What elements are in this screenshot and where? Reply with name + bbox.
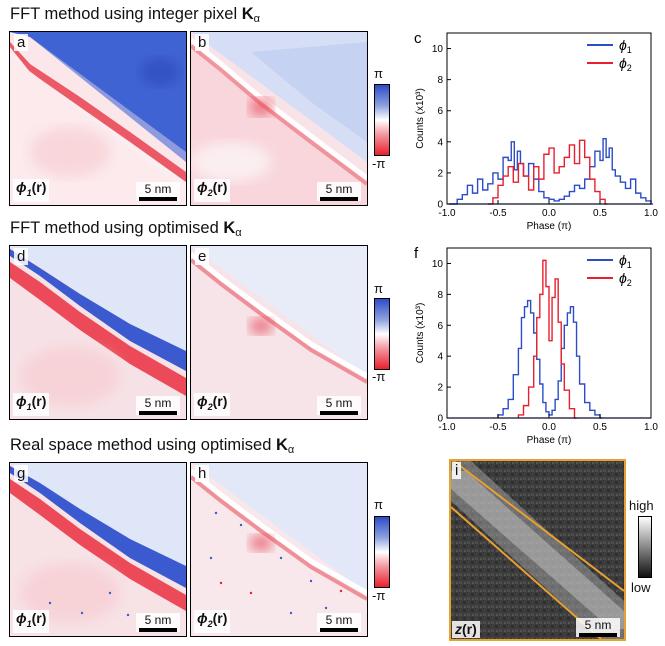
phase-map-d (10, 246, 186, 419)
map-label-z: z(r) (452, 621, 480, 638)
legend-label: ϕ2 (619, 270, 632, 288)
panel-label: g (14, 465, 29, 482)
panel-label: a (14, 34, 29, 51)
map-label-phi1: ϕ1(r) (13, 393, 50, 416)
x-tick-label: 1.0 (644, 422, 658, 433)
y-axis-label: Counts (x10³) (415, 303, 426, 364)
x-axis-label: Phase (π) (527, 435, 572, 446)
panel-label: f (414, 245, 419, 262)
heading-fft-integer: FFT method using integer pixel Kα (10, 5, 261, 25)
panel-b: b ϕ2(r) 5 nm (190, 31, 368, 206)
colorbar-minus-pi-label: -π (372, 156, 386, 171)
panel-d: d ϕ1(r) 5 nm (9, 245, 187, 420)
panel-a: a ϕ1(r) 5 nm (9, 31, 187, 206)
y-tick-label: 2 (437, 168, 443, 179)
panel-label: b (195, 34, 210, 51)
series-1-line (449, 138, 654, 205)
topography-map-i (451, 461, 624, 639)
x-tick-label: -1.0 (438, 208, 456, 219)
series-2-line (517, 259, 577, 419)
panel-label: i (452, 462, 462, 479)
panel-label: d (14, 248, 29, 265)
y-tick-label: 4 (437, 352, 443, 363)
y-tick-label: 0 (437, 414, 443, 425)
panel-g: g ϕ1(r) 5 nm (9, 462, 187, 637)
colorbar-high-label: high (629, 498, 654, 513)
y-axis-label: Counts (x10³) (415, 88, 426, 149)
y-tick-label: 2 (437, 383, 443, 394)
x-tick-label: -0.5 (489, 208, 507, 219)
y-tick-label: 10 (432, 44, 444, 55)
map-label-phi2: ϕ2(r) (194, 610, 231, 633)
map-label-phi2: ϕ2(r) (194, 393, 231, 416)
histogram-chart-f: -1.0 -0.5 0.0 0.5 1.0 0 2 4 6 8 10 Phase (π) Counts … (414, 245, 658, 446)
panel-e: e ϕ2(r) 5 nm (190, 245, 368, 420)
panel-h: h ϕ2(r) 5 nm (190, 462, 368, 637)
colorbar-minus-pi-label: -π (372, 588, 386, 603)
phase-map-h (191, 463, 367, 636)
scale-bar: 5 nm (317, 182, 361, 201)
panel-label: h (195, 465, 210, 482)
scale-bar: 5 nm (317, 396, 361, 415)
heading-real-space: Real space method using optimised Kα (10, 436, 295, 456)
phase-colorbar-top (374, 84, 390, 156)
scale-bar: 5 nm (136, 182, 180, 201)
legend-label: ϕ1 (619, 37, 632, 55)
colorbar-low-label: low (631, 580, 651, 595)
y-tick-label: 6 (437, 321, 443, 332)
y-tick-label: 0 (437, 200, 443, 211)
histogram-chart-c: -1.0 -0.5 0.0 0.5 1.0 0 2 4 6 8 10 Phase (π) Counts … (414, 30, 658, 232)
phase-map-e (191, 246, 367, 419)
x-axis-label: Phase (π) (527, 221, 572, 232)
y-tick-label: 8 (437, 290, 443, 301)
colorbar-minus-pi-label: -π (372, 369, 386, 384)
scale-bar: 5 nm (576, 618, 620, 637)
colorbar-pi-label: π (374, 497, 383, 512)
phase-map-a (10, 32, 186, 205)
scale-bar: 5 nm (317, 613, 361, 632)
x-tick-label: -0.5 (489, 422, 507, 433)
heading-fft-optimised: FFT method using optimised Kα (10, 219, 242, 239)
map-label-phi2: ϕ2(r) (194, 179, 231, 202)
y-tick-label: 4 (437, 137, 443, 148)
legend-label: ϕ2 (619, 55, 632, 73)
legend-label: ϕ1 (619, 252, 632, 270)
x-tick-label: 0.5 (593, 208, 607, 219)
panel-label: e (195, 248, 210, 265)
x-tick-label: -1.0 (438, 422, 456, 433)
map-label-phi1: ϕ1(r) (13, 610, 50, 633)
colorbar-pi-label: π (374, 66, 383, 81)
phase-map-g (10, 463, 186, 636)
y-tick-label: 6 (437, 106, 443, 117)
scale-bar: 5 nm (136, 613, 180, 632)
series-1-line (497, 299, 603, 419)
height-colorbar (638, 516, 652, 578)
phase-map-b (191, 32, 367, 205)
x-tick-label: 0.5 (593, 422, 607, 433)
map-label-phi1: ϕ1(r) (13, 179, 50, 202)
x-tick-label: 0.0 (542, 208, 556, 219)
scale-bar: 5 nm (136, 396, 180, 415)
series-2-line (487, 139, 608, 205)
phase-colorbar-bottom (374, 516, 390, 588)
x-tick-label: 1.0 (644, 208, 658, 219)
y-tick-label: 10 (432, 259, 444, 270)
panel-label: c (414, 30, 422, 47)
colorbar-pi-label: π (374, 281, 383, 296)
y-tick-label: 8 (437, 75, 443, 86)
panel-i: i z(r) 5 nm (449, 459, 626, 641)
phase-colorbar-middle (374, 298, 390, 370)
x-tick-label: 0.0 (542, 422, 556, 433)
